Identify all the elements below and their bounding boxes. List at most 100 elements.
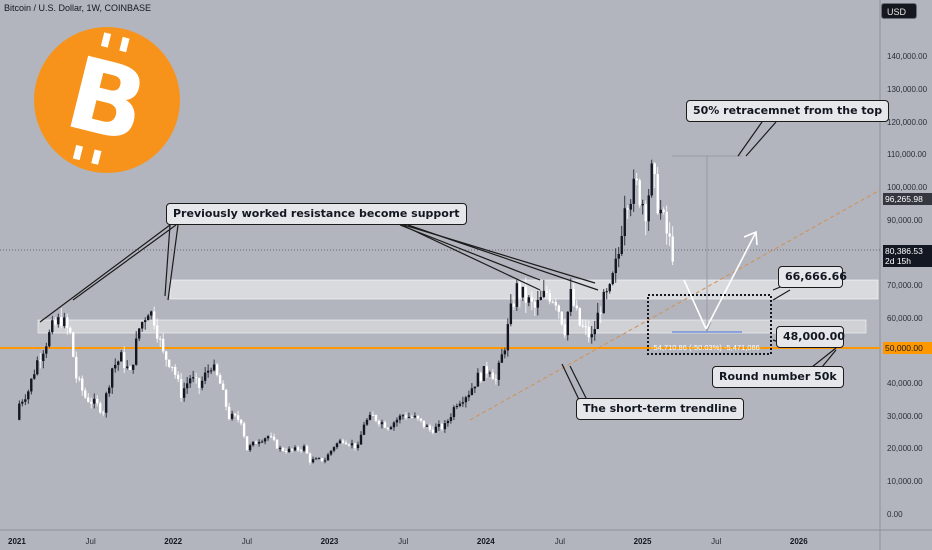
candle-body (87, 397, 90, 402)
candle-body (179, 379, 183, 398)
time-tick-label: 2024 (476, 537, 495, 546)
candle-body (230, 413, 234, 419)
candle-body (629, 203, 632, 210)
candle-body (266, 436, 270, 439)
support-callout[interactable]: Previously worked resistance become supp… (166, 203, 467, 225)
candle-body (27, 391, 30, 400)
candle-body (329, 450, 333, 455)
candle-body (293, 447, 297, 451)
candle-body (185, 383, 189, 389)
candle-body (557, 305, 561, 312)
candle-body (428, 425, 432, 430)
resistance-zone-lower[interactable] (37, 319, 867, 334)
candle-body (536, 299, 540, 308)
level-48000-callout[interactable]: 48,000.00 (776, 326, 845, 348)
candle-body (93, 398, 96, 404)
candle-body (626, 208, 629, 210)
candle-body (590, 334, 593, 338)
candle-body (188, 378, 192, 384)
candle-body (611, 273, 614, 285)
candle-body (90, 401, 93, 404)
price-tick-label: 40,000.00 (887, 378, 923, 388)
candle-body (191, 377, 195, 379)
candle-body (170, 366, 174, 368)
candle-body (96, 398, 99, 404)
candle-body (515, 283, 519, 307)
candle-body (128, 366, 132, 370)
candle-body (455, 405, 459, 408)
candle-body (548, 293, 552, 302)
candle-body (299, 450, 303, 452)
candle-body (563, 324, 567, 336)
candle-body (431, 429, 435, 433)
candle-body (623, 208, 626, 237)
candle-body (203, 372, 207, 381)
trendline-callout[interactable]: The short-term trendline (576, 398, 744, 420)
round-number-callout[interactable]: Round number 50k (712, 366, 844, 388)
candle-body (314, 458, 318, 460)
candle-body (54, 320, 57, 325)
currency-button[interactable]: USD (881, 3, 917, 19)
candle-body (434, 426, 438, 433)
candle-body (587, 326, 590, 338)
candle-body (506, 324, 510, 351)
candle-body (146, 315, 150, 321)
time-tick-label: 2025 (633, 537, 652, 546)
candle-body (242, 423, 246, 437)
candle-body (395, 419, 399, 423)
candle-body (476, 372, 480, 387)
candle-body (356, 444, 360, 448)
retracement-callout[interactable]: 50% retracemnet from the top (686, 100, 890, 122)
candle-body (137, 328, 141, 339)
candle-body (503, 350, 507, 355)
candle-body (281, 447, 285, 451)
bitcoin-logo: B (34, 27, 180, 173)
candle-body (323, 460, 327, 462)
candle-body (39, 360, 42, 362)
candle-body (404, 415, 408, 418)
candle-body (446, 420, 450, 424)
candle-body (620, 236, 623, 254)
current-price-label: 80,386.53 2d 15h (883, 245, 932, 267)
price-tick-label: 140,000.00 (887, 52, 928, 62)
candle-body (200, 380, 204, 388)
candle-body (653, 163, 656, 175)
candle-body (365, 419, 369, 425)
candle-body (158, 338, 162, 340)
candle-body (143, 320, 147, 323)
candle-body (350, 443, 354, 446)
trendline-dashed[interactable] (469, 189, 881, 421)
pair-title: Bitcoin / U.S. Dollar, 1W, COINBASE (4, 3, 152, 13)
candle-body (554, 301, 558, 306)
candle-body (239, 419, 243, 424)
candle-body (161, 338, 165, 352)
candle-body (608, 284, 611, 292)
candle-body (155, 325, 159, 339)
level-66666-callout[interactable]: 66,666.66 (778, 266, 847, 288)
candle-body (452, 407, 456, 418)
price-scale-panel[interactable] (880, 0, 932, 550)
candle-body (440, 424, 444, 430)
time-tick-label: 2022 (164, 537, 183, 546)
candle-body (48, 332, 51, 347)
candle-body (335, 443, 339, 448)
candle-body (251, 441, 255, 446)
candle-body (518, 283, 522, 298)
time-tick-label: Jul (85, 537, 96, 546)
candle-body (111, 368, 114, 388)
candle-body (284, 450, 288, 452)
candle-body (332, 447, 336, 451)
candle-body (473, 386, 477, 389)
callout-pointers (39, 121, 837, 407)
candle-body (449, 417, 453, 421)
candle-body (140, 322, 144, 329)
candle-body (21, 401, 24, 404)
candle-body (194, 377, 198, 379)
candle-body (593, 329, 596, 335)
candle-body (539, 297, 543, 300)
candle-body (24, 399, 27, 402)
candle-body (263, 438, 267, 442)
measurement-box[interactable] (647, 294, 772, 355)
candle-body (632, 178, 635, 204)
